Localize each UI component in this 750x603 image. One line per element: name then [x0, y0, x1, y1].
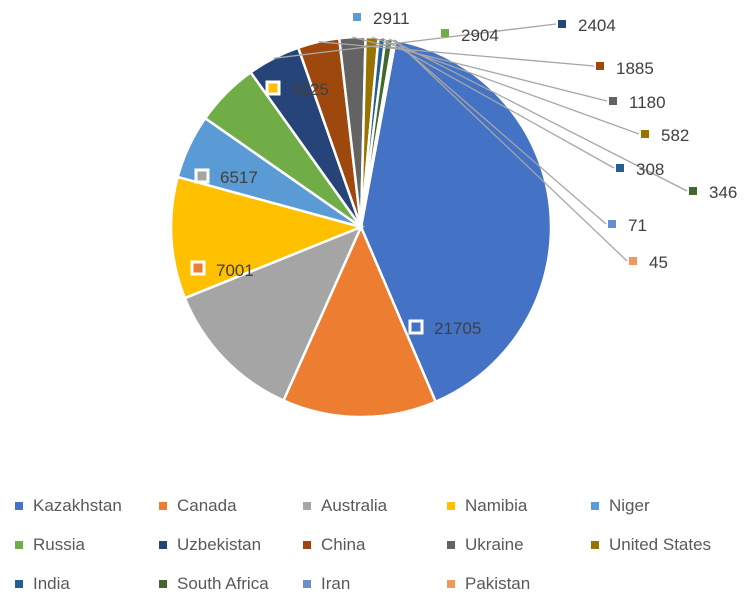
legend-label: Uzbekistan [177, 534, 262, 554]
label-marker-india [616, 164, 624, 172]
legend-swatch [303, 579, 311, 588]
legend-item-kazakhstan: Kazakhstan [12, 496, 156, 516]
legend-label: Ukraine [465, 534, 524, 554]
data-label-uzbekistan: 2404 [578, 16, 616, 35]
legend-swatch [447, 579, 455, 588]
legend-item-niger: Niger [588, 496, 732, 516]
label-marker-iran [608, 220, 616, 228]
legend-label: United States [609, 534, 712, 554]
leader-line-iran [393, 39, 607, 225]
label-marker-canada [190, 260, 206, 276]
legend-row: India South Africa Iran Pakistan [12, 564, 750, 603]
legend: Kazakhstan Canada Australia Namibia Nige… [12, 486, 750, 603]
label-marker-south-africa [689, 187, 697, 195]
legend-label: Russia [33, 534, 85, 554]
legend-item-australia: Australia [300, 496, 444, 516]
legend-label: Iran [321, 573, 351, 593]
leader-line-ukraine [352, 36, 608, 102]
label-marker-pakistan [629, 257, 637, 265]
legend-swatch [591, 540, 599, 549]
data-label-ukraine: 1180 [629, 93, 666, 112]
legend-swatch [303, 540, 311, 549]
legend-item-namibia: Namibia [444, 496, 588, 516]
label-marker-kazakhstan [408, 319, 424, 335]
legend-swatch [303, 501, 311, 510]
legend-item-china: China [300, 535, 444, 555]
data-label-india: 308 [636, 160, 664, 179]
data-label-russia: 2904 [461, 26, 499, 45]
leader-line-india [381, 37, 615, 169]
data-label-pakistan: 45 [649, 253, 668, 272]
legend-swatch [447, 501, 455, 510]
legend-label: Australia [321, 495, 388, 515]
leader-line-south-africa [389, 38, 688, 192]
data-label-namibia: 5525 [291, 80, 329, 99]
label-marker-australia [194, 168, 210, 184]
label-marker-russia [441, 29, 449, 37]
legend-label: China [321, 534, 366, 554]
data-label-niger: 2911 [373, 9, 410, 28]
legend-item-south-africa: South Africa [156, 574, 300, 594]
legend-label: South Africa [177, 573, 269, 593]
legend-swatch [159, 540, 167, 549]
pie-slice-canada [281, 223, 438, 419]
legend-swatch [159, 501, 167, 510]
legend-item-india: India [12, 574, 156, 594]
leader-line-china [318, 41, 595, 67]
legend-item-ukraine: Ukraine [444, 535, 588, 555]
legend-item-iran: Iran [300, 574, 444, 594]
label-marker-united-states [641, 130, 649, 138]
pie-slice-australia [183, 224, 364, 403]
legend-label: Namibia [465, 495, 528, 515]
data-label-china: 1885 [616, 59, 654, 78]
data-label-australia: 6517 [220, 168, 258, 187]
legend-item-canada: Canada [156, 496, 300, 516]
legend-item-united-states: United States [588, 535, 732, 555]
legend-item-russia: Russia [12, 535, 156, 555]
data-label-canada: 7001 [216, 261, 254, 280]
label-marker-uzbekistan [558, 20, 566, 28]
data-label-united-states: 582 [661, 126, 689, 145]
legend-swatch [591, 501, 599, 510]
pie-slice-namibia [169, 175, 365, 300]
label-marker-namibia [265, 80, 281, 96]
leader-line-uzbekistan [273, 23, 557, 59]
legend-swatch [159, 579, 167, 588]
data-label-south-africa: 346 [709, 183, 737, 202]
legend-row: Russia Uzbekistan China Ukraine United S… [12, 525, 750, 564]
leader-line-pakistan [394, 39, 628, 262]
data-label-kazakhstan: 21705 [434, 319, 481, 338]
legend-label: Canada [177, 495, 237, 515]
legend-swatch [15, 501, 23, 510]
legend-row: Kazakhstan Canada Australia Namibia Nige… [12, 486, 750, 525]
legend-swatch [15, 579, 23, 588]
legend-swatch [447, 540, 455, 549]
legend-label: Pakistan [465, 573, 531, 593]
legend-item-uzbekistan: Uzbekistan [156, 535, 300, 555]
label-marker-niger [353, 13, 361, 21]
legend-swatch [15, 540, 23, 549]
label-marker-ukraine [609, 97, 617, 105]
label-marker-china [596, 62, 604, 70]
legend-label: Kazakhstan [33, 495, 122, 515]
legend-label: India [33, 573, 70, 593]
data-label-iran: 71 [628, 216, 647, 235]
legend-item-pakistan: Pakistan [444, 574, 588, 594]
legend-label: Niger [609, 495, 650, 515]
